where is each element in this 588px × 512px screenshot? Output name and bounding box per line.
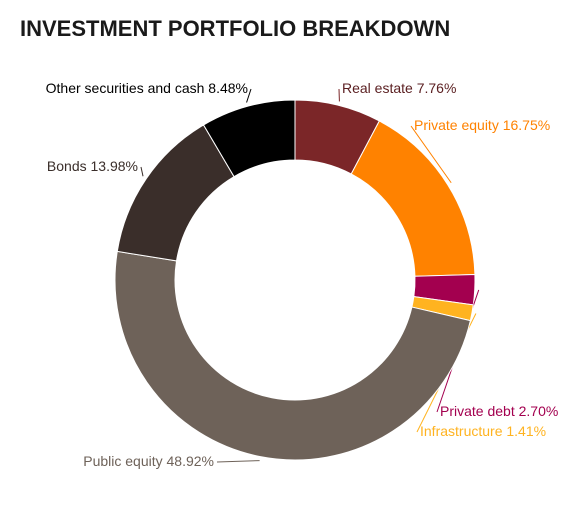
slice-value: 13.98% — [91, 158, 138, 174]
slice-label: Private debt 2.70% — [440, 403, 558, 419]
slice-value: 2.70% — [519, 403, 559, 419]
slice-label: Private equity 16.75% — [414, 117, 550, 133]
leader-line — [246, 88, 252, 103]
slice-label: Infrastructure 1.41% — [420, 423, 546, 439]
slice-name: Bonds — [47, 158, 87, 174]
slice-value: 8.48% — [208, 80, 248, 96]
slice-label: Real estate 7.76% — [342, 80, 456, 96]
slice-name: Private equity — [414, 117, 499, 133]
chart-title: INVESTMENT PORTFOLIO BREAKDOWN — [20, 16, 450, 41]
slice — [350, 120, 476, 277]
slice-label: Other securities and cash 8.48% — [46, 80, 248, 96]
leader-line — [410, 125, 452, 184]
slice — [202, 99, 296, 178]
slice-name: Infrastructure — [420, 423, 503, 439]
slice-value: 48.92% — [167, 453, 214, 469]
slice-name: Public equity — [83, 453, 162, 469]
slice — [114, 250, 471, 461]
slice-name: Other securities and cash — [46, 80, 205, 96]
leader-line — [140, 166, 144, 177]
slice-value: 1.41% — [506, 423, 546, 439]
slice-name: Private debt — [440, 403, 515, 419]
slice-name: Real estate — [342, 80, 413, 96]
slice-value: 7.76% — [417, 80, 457, 96]
slice-value: 16.75% — [503, 117, 550, 133]
slice-label: Public equity 48.92% — [83, 453, 214, 469]
leader-line — [216, 460, 260, 463]
slice-label: Bonds 13.98% — [47, 158, 138, 174]
